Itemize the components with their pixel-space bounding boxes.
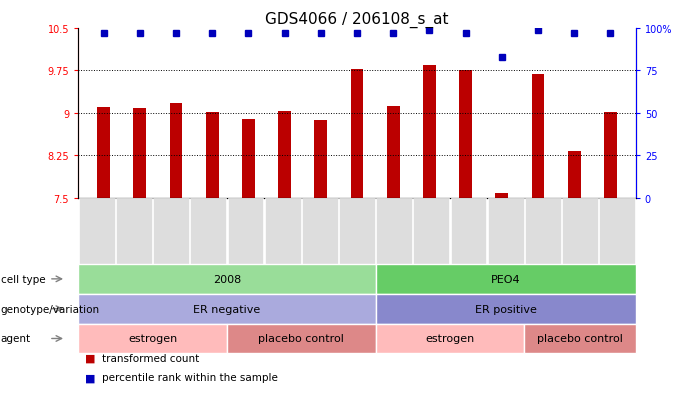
Title: GDS4066 / 206108_s_at: GDS4066 / 206108_s_at	[265, 12, 449, 28]
Bar	[97, 108, 110, 198]
Text: 2008: 2008	[213, 274, 241, 284]
Bar	[314, 121, 327, 198]
Bar	[133, 109, 146, 198]
Text: ER negative: ER negative	[193, 304, 260, 314]
Bar	[242, 119, 255, 198]
Bar	[169, 103, 182, 198]
Bar	[206, 112, 218, 198]
Bar	[496, 194, 508, 198]
Bar	[459, 71, 472, 198]
Text: placebo control: placebo control	[537, 334, 623, 344]
Text: placebo control: placebo control	[258, 334, 344, 344]
Bar	[278, 112, 291, 198]
Text: cell type: cell type	[1, 274, 46, 284]
Text: ER positive: ER positive	[475, 304, 537, 314]
Bar	[351, 70, 363, 198]
Text: ■: ■	[85, 353, 95, 363]
Text: agent: agent	[1, 334, 31, 344]
Text: estrogen: estrogen	[128, 334, 177, 344]
Bar	[568, 152, 581, 198]
Bar	[387, 107, 400, 198]
Text: ■: ■	[85, 373, 95, 382]
Bar	[423, 66, 436, 198]
Text: genotype/variation: genotype/variation	[1, 304, 100, 314]
Text: PEO4: PEO4	[491, 274, 520, 284]
Text: transformed count: transformed count	[102, 353, 199, 363]
Bar	[604, 112, 617, 198]
Text: percentile rank within the sample: percentile rank within the sample	[102, 373, 278, 382]
Bar	[532, 75, 545, 198]
Text: estrogen: estrogen	[425, 334, 475, 344]
